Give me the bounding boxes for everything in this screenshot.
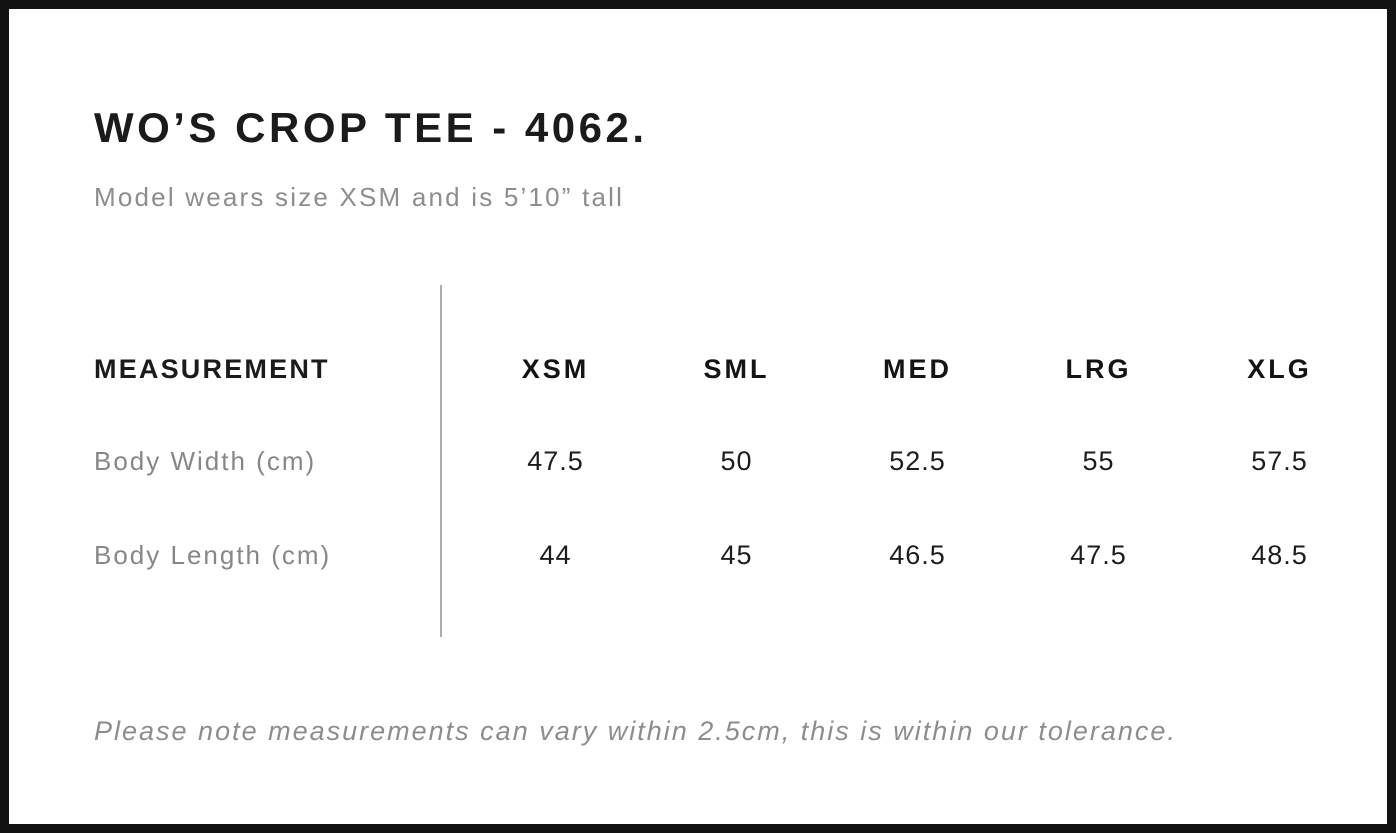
- row-label-body-length: Body Length (cm): [94, 540, 332, 570]
- page-title: WO’S CROP TEE - 4062.: [94, 104, 648, 151]
- table-row-body-length: Body Length (cm) 44 45 46.5 47.5 48.5: [0, 540, 1396, 570]
- table-cell-body-width-xlg: 57.5: [1251, 446, 1308, 476]
- column-header-xsm: XSM: [521, 354, 590, 384]
- table-cell-body-length-lrg: 47.5: [1070, 540, 1127, 570]
- tolerance-note: Please note measurements can vary within…: [94, 716, 1177, 746]
- table-cell-body-length-sml: 45: [720, 540, 753, 570]
- table-row-body-width: Body Width (cm) 47.5 50 52.5 55 57.5: [0, 446, 1396, 476]
- table-cell-body-length-xlg: 48.5: [1251, 540, 1308, 570]
- column-header-med: MED: [883, 354, 952, 384]
- table-cell-body-width-sml: 50: [720, 446, 753, 476]
- table-cell-body-width-xsm: 47.5: [527, 446, 584, 476]
- column-header-lrg: LRG: [1065, 354, 1132, 384]
- table-cell-body-length-med: 46.5: [889, 540, 946, 570]
- table-header-row: MEASUREMENT XSM SML MED LRG XLG: [0, 354, 1396, 384]
- model-info-text: Model wears size XSM and is 5’10” tall: [94, 182, 625, 212]
- column-header-xlg: XLG: [1247, 354, 1312, 384]
- body-width-values: 47.5 50 52.5 55 57.5: [465, 446, 1370, 476]
- table-cell-body-length-xsm: 44: [539, 540, 572, 570]
- body-length-values: 44 45 46.5 47.5 48.5: [465, 540, 1370, 570]
- size-column-headers: XSM SML MED LRG XLG: [465, 354, 1370, 384]
- table-cell-body-width-med: 52.5: [889, 446, 946, 476]
- column-header-measurement: MEASUREMENT: [94, 354, 330, 384]
- row-label-body-width: Body Width (cm): [94, 446, 317, 476]
- table-cell-body-width-lrg: 55: [1082, 446, 1115, 476]
- column-header-sml: SML: [703, 354, 770, 384]
- table-divider-line: [440, 285, 442, 637]
